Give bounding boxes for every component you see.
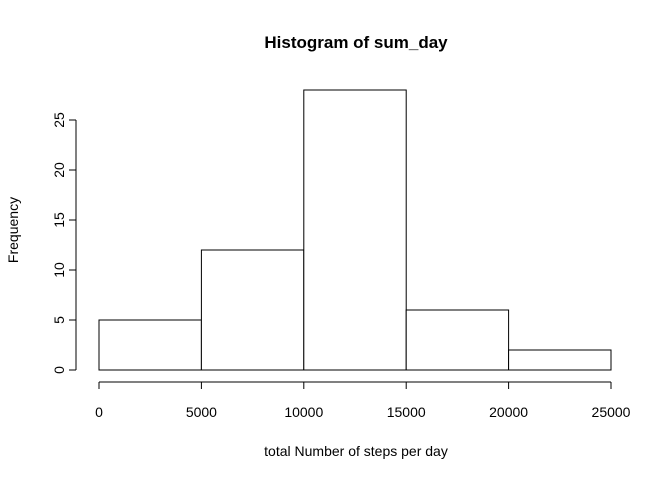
y-tick-label-1: 5 bbox=[51, 316, 67, 324]
x-tick-label-4: 20000 bbox=[489, 404, 528, 420]
x-axis: 0 5000 10000 15000 20000 25000 bbox=[95, 381, 631, 420]
y-tick-label-4: 20 bbox=[51, 162, 67, 178]
y-axis-label: Frequency bbox=[5, 197, 21, 263]
histogram-bar-2 bbox=[303, 89, 407, 371]
y-tick-label-0: 0 bbox=[51, 366, 67, 374]
y-tick-label-2: 10 bbox=[51, 262, 67, 278]
x-tick-label-5: 25000 bbox=[592, 404, 631, 420]
x-tick-label-2: 10000 bbox=[284, 404, 323, 420]
histogram-bar-3 bbox=[405, 309, 510, 371]
x-tick-label-1: 5000 bbox=[186, 404, 217, 420]
histogram-bar-0 bbox=[98, 319, 202, 371]
y-tick-label-3: 15 bbox=[51, 212, 67, 228]
chart-title: Histogram of sum_day bbox=[264, 33, 448, 52]
bars-group bbox=[98, 89, 612, 371]
histogram-bar-4 bbox=[508, 349, 612, 371]
x-tick-label-0: 0 bbox=[95, 404, 103, 420]
y-tick-label-5: 25 bbox=[51, 112, 67, 128]
y-axis: 0 5 10 15 20 25 bbox=[51, 112, 77, 374]
x-axis-label: total Number of steps per day bbox=[264, 443, 448, 459]
histogram-bar-1 bbox=[200, 249, 305, 371]
x-tick-label-3: 15000 bbox=[387, 404, 426, 420]
